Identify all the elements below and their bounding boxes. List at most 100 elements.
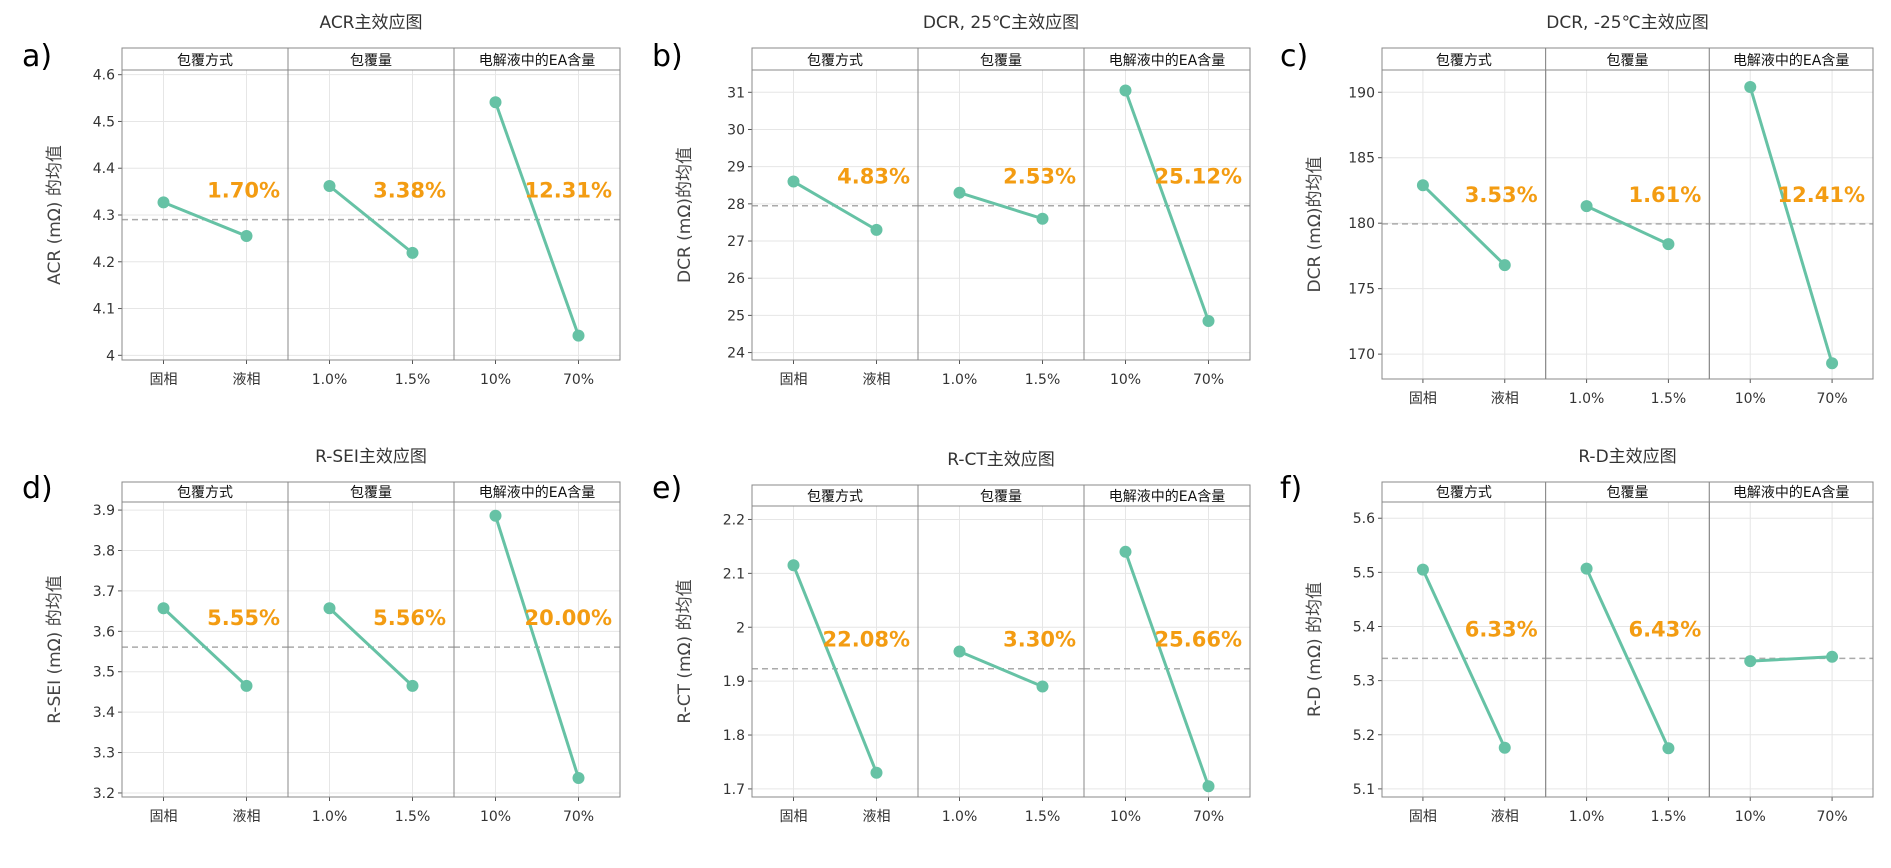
x-tick-label: 1.5% <box>395 372 431 388</box>
y-tick-label: 5.3 <box>1353 674 1375 690</box>
y-tick-label: 27 <box>727 234 745 250</box>
facet-title: 电解液中的EA含量 <box>1109 53 1225 69</box>
x-tick-label: 1.0% <box>942 809 978 825</box>
data-point <box>1202 314 1215 327</box>
y-tick-label: 170 <box>1348 347 1375 363</box>
panel-label: b) <box>652 39 683 74</box>
data-point <box>1119 84 1132 97</box>
x-tick-label: 1.5% <box>395 809 431 825</box>
effect-percent-label: 12.31% <box>525 179 612 203</box>
y-tick-label: 3.9 <box>93 503 115 519</box>
panel-title: R-SEI主效应图 <box>315 447 427 467</box>
facet-border <box>1708 501 1874 798</box>
effect-percent-label: 1.70% <box>207 179 280 203</box>
y-tick-label: 5.6 <box>1353 511 1375 527</box>
x-tick-label: 1.0% <box>1569 391 1605 407</box>
y-tick-label: 175 <box>1348 282 1375 298</box>
y-tick-label: 5.2 <box>1353 728 1375 744</box>
y-tick-label: 2.2 <box>723 512 745 528</box>
x-tick-label: 1.5% <box>1025 372 1061 388</box>
data-point <box>489 509 502 522</box>
facet-border <box>751 69 919 361</box>
data-point <box>787 175 800 188</box>
y-tick-label: 3.2 <box>93 786 115 802</box>
data-point <box>953 186 966 199</box>
effect-line <box>1585 204 1670 246</box>
y-tick-label: 26 <box>727 271 745 287</box>
panel-title: ACR主效应图 <box>319 13 422 33</box>
y-tick-label: 29 <box>727 160 745 176</box>
x-tick-label: 1.0% <box>312 809 348 825</box>
data-point <box>406 246 419 259</box>
facet-title: 电解液中的EA含量 <box>1733 485 1849 501</box>
x-tick-label: 10% <box>1110 809 1141 825</box>
y-tick-label: 2 <box>736 620 745 636</box>
x-tick-label: 固相 <box>1409 809 1437 825</box>
panel-title: R-D主效应图 <box>1578 447 1676 467</box>
effect-percent-label: 2.53% <box>1003 165 1076 189</box>
panel-c: c) DCR, -25℃主效应图 DCR (mΩ)的均值 170 175 180 185 19… <box>1280 13 1874 407</box>
data-point <box>1036 212 1049 225</box>
effect-line <box>1124 89 1210 322</box>
facet-border <box>1083 505 1251 798</box>
y-tick-label: 28 <box>727 197 745 213</box>
data-point <box>1744 81 1757 94</box>
x-tick-label: 70% <box>1193 372 1224 388</box>
x-tick-label: 固相 <box>1409 391 1437 407</box>
y-tick-label: 180 <box>1348 216 1375 232</box>
data-point <box>1580 200 1593 213</box>
facet-title: 包覆量 <box>1607 53 1649 69</box>
y-tick-label: 4.6 <box>93 68 115 84</box>
x-tick-label: 10% <box>480 809 511 825</box>
y-axis-label: DCR (mΩ)的均值 <box>675 147 695 283</box>
x-tick-label: 固相 <box>150 372 178 388</box>
facet-border <box>453 69 621 361</box>
data-point <box>572 329 585 342</box>
y-axis-label: ACR (mΩ) 的均值 <box>45 145 65 285</box>
data-point <box>1036 680 1049 693</box>
y-tick-label: 24 <box>727 346 745 362</box>
x-tick-label: 液相 <box>863 372 891 388</box>
facet-title: 包覆量 <box>980 53 1022 69</box>
y-tick-label: 31 <box>727 85 745 101</box>
facet-border <box>1381 501 1547 798</box>
data-point <box>489 96 502 109</box>
effect-percent-label: 6.43% <box>1628 617 1701 641</box>
y-tick-label: 4.5 <box>93 114 115 130</box>
effect-percent-label: 12.41% <box>1778 183 1865 207</box>
panel-e: e) R-CT主效应图 R-CT (mΩ) 的均值 1.7 1.8 1.9 2 2.1 2.2 包… <box>652 450 1251 825</box>
effect-line <box>792 180 878 232</box>
y-tick-label: 1.9 <box>723 674 745 690</box>
facet-title: 包覆方式 <box>177 485 233 501</box>
facet-title: 电解液中的EA含量 <box>479 53 595 69</box>
effect-line <box>162 200 248 238</box>
effect-percent-label: 20.00% <box>525 606 612 630</box>
facet-title: 包覆方式 <box>1436 53 1492 69</box>
effect-line <box>328 607 414 687</box>
data-point <box>1826 357 1839 370</box>
y-tick-label: 2.1 <box>723 566 745 582</box>
x-tick-label: 70% <box>1193 809 1224 825</box>
x-tick-label: 70% <box>563 372 594 388</box>
data-point <box>1416 179 1429 192</box>
x-tick-label: 1.0% <box>942 372 978 388</box>
y-tick-label: 30 <box>727 122 745 138</box>
y-tick-label: 25 <box>727 308 745 324</box>
effect-line <box>494 515 580 779</box>
y-tick-label: 5.1 <box>1353 782 1375 798</box>
x-tick-label: 10% <box>1735 391 1766 407</box>
facet-border <box>1708 69 1874 380</box>
y-axis-label: R-SEI (mΩ) 的均值 <box>45 575 65 723</box>
effect-percent-label: 5.56% <box>373 606 446 630</box>
effect-line <box>792 564 878 774</box>
x-tick-label: 1.5% <box>1651 391 1687 407</box>
panel-title: R-CT主效应图 <box>947 450 1055 470</box>
effect-percent-label: 3.38% <box>373 179 446 203</box>
effect-percent-label: 1.61% <box>1628 183 1701 207</box>
y-tick-label: 4.3 <box>93 208 115 224</box>
x-tick-label: 固相 <box>780 809 808 825</box>
y-tick-label: 3.7 <box>93 584 115 600</box>
effect-line <box>1750 655 1833 663</box>
data-point <box>1119 545 1132 558</box>
